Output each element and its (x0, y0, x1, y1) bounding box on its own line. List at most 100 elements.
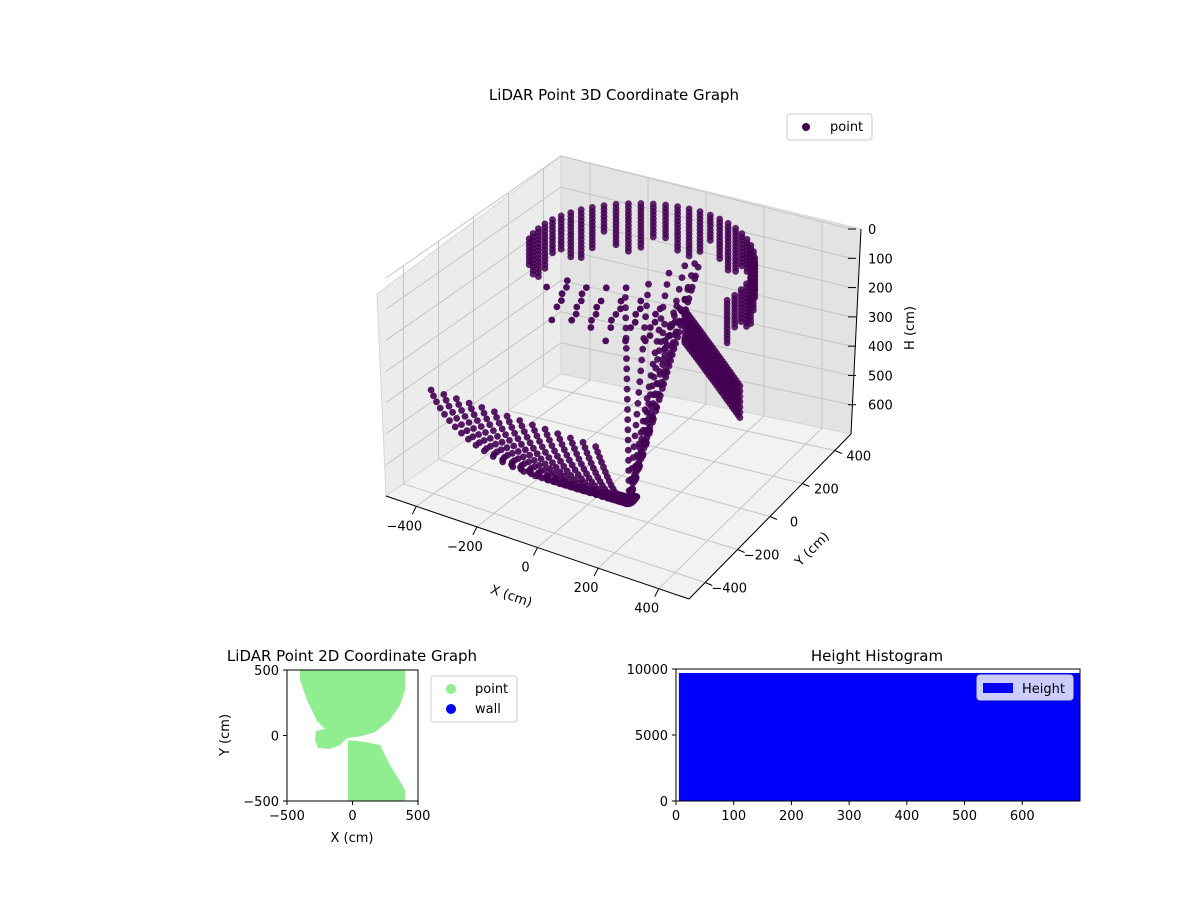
point-3d-1179 (736, 387, 744, 395)
point-3d-931 (558, 297, 565, 304)
point-3d-628 (554, 430, 562, 437)
point-3d-449 (470, 425, 477, 432)
point-3d-930 (543, 283, 550, 291)
point-3d-582 (529, 421, 536, 429)
point-3d-587 (542, 448, 549, 456)
point-3d-496 (498, 438, 506, 446)
legend-3d-label-point: point (830, 120, 863, 135)
point-3d-66 (557, 245, 565, 253)
grid-line-3d-29 (560, 280, 852, 347)
point-3d-474 (492, 440, 499, 448)
y-tick-mark-3d-3 (802, 483, 810, 487)
y-tick-label-3d-3: 200 (814, 483, 839, 498)
point-3d-733 (624, 426, 632, 434)
point-3d-954 (641, 337, 649, 345)
point-3d-162 (649, 233, 657, 241)
point-3d-945 (636, 305, 644, 313)
grid-line-3d-28 (385, 280, 562, 403)
point-3d-517 (502, 431, 509, 439)
point-3d-942 (592, 310, 600, 318)
point-3d-941 (577, 297, 585, 305)
x-tick-label-hist-5: 500 (952, 809, 977, 824)
point-3d-495 (494, 433, 501, 440)
chart-3d-title: LiDAR Point 3D Coordinate Graph (489, 86, 739, 104)
grid-line-3d-21 (560, 155, 852, 230)
point-3d-751 (635, 389, 643, 396)
point-3d-591 (556, 468, 564, 476)
legend-histogram-frame (976, 674, 1074, 701)
point-3d-950 (583, 284, 590, 291)
point-3d-752 (634, 400, 642, 407)
point-3d-563 (526, 439, 534, 447)
x-tick-label-hist-3: 300 (837, 809, 862, 824)
point-3d-519 (510, 442, 518, 450)
point-3d-732 (624, 416, 632, 423)
x-axis-label-2d: X (cm) (331, 831, 374, 846)
z-tick-label-3d-2: 200 (868, 282, 893, 297)
point-3d-451 (480, 437, 488, 444)
point-3d-258 (732, 267, 739, 275)
point-3d-963 (647, 324, 654, 331)
grid-line-3d-25 (560, 217, 852, 289)
point-3d-943 (607, 324, 615, 331)
legend-2d-label-wall: wall (475, 702, 501, 717)
x-tick-label-hist-4: 400 (894, 809, 919, 824)
point-3d-748 (638, 356, 646, 364)
grid-line-3d-30 (385, 311, 562, 435)
point-3d-609 (551, 447, 558, 455)
point-3d-499 (514, 455, 522, 462)
points-2d (300, 670, 405, 801)
point-3d-629 (556, 435, 564, 443)
point-3d-747 (639, 345, 647, 353)
point-3d-446 (458, 407, 465, 414)
point-3d-919 (643, 409, 651, 416)
point-3d-428 (469, 433, 477, 441)
x-tick-label-2d-2: 500 (406, 809, 431, 824)
x-tick-mark-3d-0 (411, 506, 417, 515)
point-3d-727 (623, 365, 631, 373)
point-3d-952 (612, 311, 620, 318)
legend-histogram-swatch (983, 683, 1013, 693)
point-3d-19 (529, 270, 537, 278)
point-3d-470 (474, 417, 481, 424)
point-3d-742 (644, 291, 651, 299)
point-3d-630 (558, 441, 566, 448)
point-3d-958 (573, 303, 581, 311)
point-3d-675 (581, 444, 589, 451)
point-3d-722 (622, 314, 630, 322)
point-3d-564 (530, 444, 537, 452)
point-3d-515 (495, 419, 503, 427)
legend-3d-frame (786, 113, 873, 141)
point-3d-632 (563, 451, 571, 459)
point-3d-953 (627, 324, 634, 331)
z-tick-label-3d-3: 300 (868, 311, 893, 326)
point-3d-922 (638, 435, 646, 443)
point-3d-676 (583, 449, 591, 457)
ticks-2d: −500 0 500 500 0 −500 (243, 664, 430, 824)
point-3d-971 (637, 297, 645, 305)
point-3d-867 (684, 286, 692, 293)
point-3d-537 (505, 418, 513, 426)
y-tick-label-3d-1: −200 (744, 549, 780, 564)
point-3d-785 (675, 285, 683, 293)
point-3d-909 (661, 320, 668, 328)
point-3d-452 (487, 442, 494, 450)
point-3d-959 (588, 316, 595, 324)
point-3d-425 (453, 415, 461, 422)
point-3d-583 (531, 427, 538, 434)
point-3d-612 (560, 462, 568, 470)
point-3d-588 (545, 454, 553, 461)
point-3d-972 (652, 310, 659, 318)
point-3d-786 (673, 297, 680, 305)
point-3d-561 (520, 428, 528, 435)
y-tick-label-3d-0: −400 (711, 582, 747, 597)
point-3d-858 (652, 407, 660, 415)
grid-line-3d-32 (385, 342, 562, 466)
point-3d-113 (600, 227, 608, 235)
point-3d-741 (645, 280, 652, 288)
point-3d-729 (623, 385, 631, 393)
point-3d-910 (659, 329, 667, 337)
point-3d-426 (458, 421, 465, 428)
x-tick-label-hist-1: 100 (721, 809, 746, 824)
